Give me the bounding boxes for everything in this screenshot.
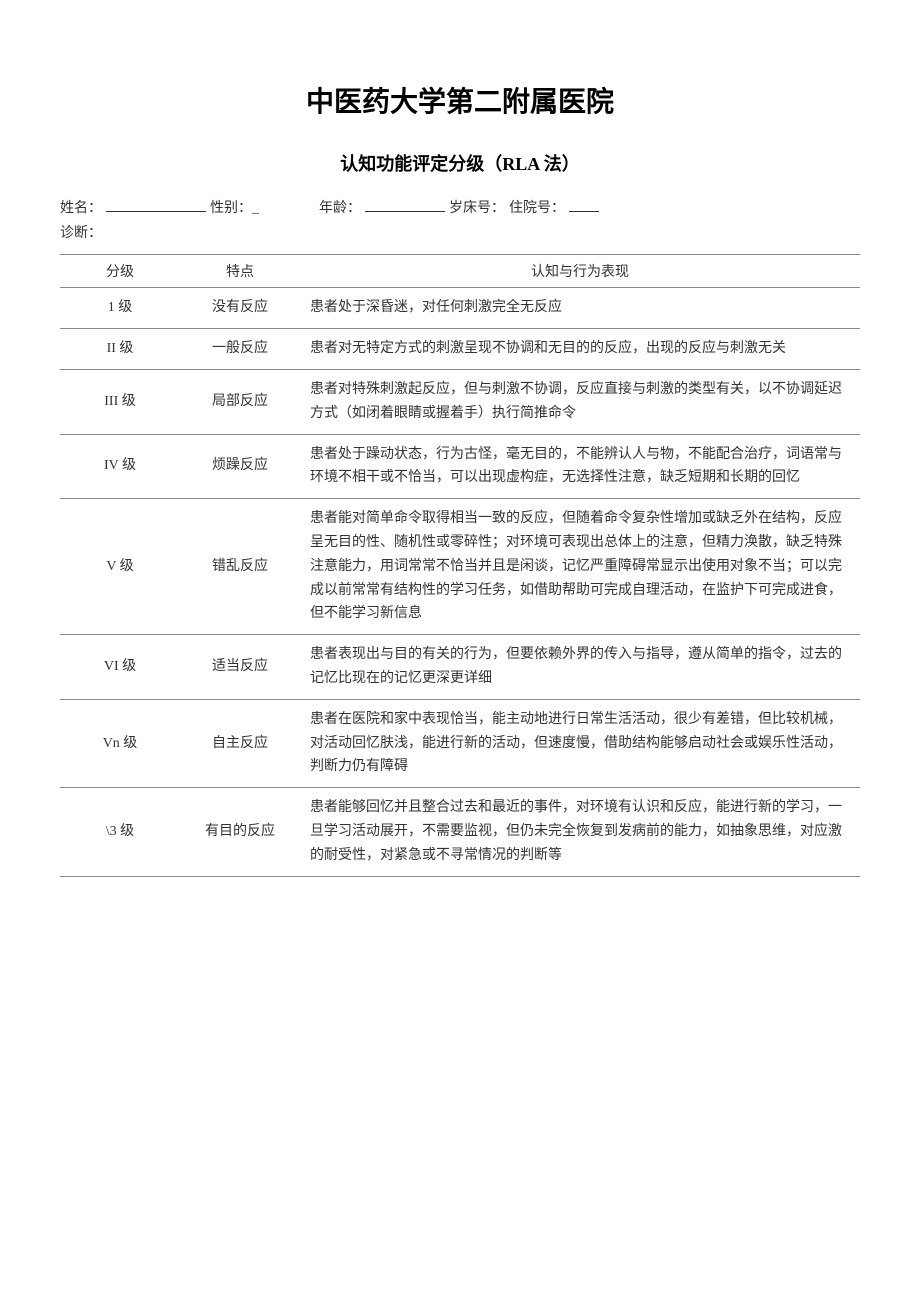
cell-level: Vn 级 [60, 699, 180, 787]
patient-info-row2: 诊断： [60, 221, 860, 246]
header-level: 分级 [60, 255, 180, 288]
cell-feature: 烦躁反应 [180, 434, 300, 499]
table-row: III 级局部反应患者对特殊刺激起反应，但与刺激不协调，反应直接与刺激的类型有关… [60, 369, 860, 434]
cell-level: IV 级 [60, 434, 180, 499]
cell-level: V 级 [60, 499, 180, 635]
name-label: 姓名： [60, 196, 102, 221]
admission-label: 住院号： [509, 196, 565, 221]
cell-description: 患者在医院和家中表现恰当，能主动地进行日常生活活动，很少有差错，但比较机械，对活… [300, 699, 860, 787]
cell-description: 患者能够回忆并且整合过去和最近的事件，对环境有认识和反应，能进行新的学习，一旦学… [300, 788, 860, 876]
cell-level: II 级 [60, 329, 180, 370]
cell-description: 患者对无特定方式的刺激呈现不协调和无目的的反应，出现的反应与刺激无关 [300, 329, 860, 370]
table-row: IV 级烦躁反应患者处于躁动状态，行为古怪，毫无目的，不能辨认人与物，不能配合治… [60, 434, 860, 499]
bed-label: 床号： [463, 196, 505, 221]
name-blank [106, 198, 206, 212]
cell-feature: 局部反应 [180, 369, 300, 434]
table-row: VI 级适当反应患者表现出与目的有关的行为，但要依赖外界的传入与指导，遵从简单的… [60, 635, 860, 700]
rla-table: 分级 特点 认知与行为表现 1 级没有反应患者处于深昏迷，对任何刺激完全无反应I… [60, 254, 860, 876]
form-subtitle: 认知功能评定分级（RLA 法） [60, 150, 860, 176]
gender-label: 性别：_ [210, 196, 259, 221]
patient-info-row1: 姓名： 性别：_ 年龄： 岁 床号： 住院号： [60, 196, 860, 221]
cell-description: 患者表现出与目的有关的行为，但要依赖外界的传入与指导，遵从简单的指令，过去的记忆… [300, 635, 860, 700]
cell-level: 1 级 [60, 288, 180, 329]
admission-blank [569, 198, 599, 212]
cell-level: \3 级 [60, 788, 180, 876]
header-feature: 特点 [180, 255, 300, 288]
table-header-row: 分级 特点 认知与行为表现 [60, 255, 860, 288]
table-row: V 级错乱反应患者能对简单命令取得相当一致的反应，但随着命令复杂性增加或缺乏外在… [60, 499, 860, 635]
cell-level: III 级 [60, 369, 180, 434]
cell-level: VI 级 [60, 635, 180, 700]
age-label: 年龄： [319, 196, 361, 221]
patient-info-block: 姓名： 性别：_ 年龄： 岁 床号： 住院号： 诊断： [60, 196, 860, 246]
cell-description: 患者处于躁动状态，行为古怪，毫无目的，不能辨认人与物，不能配合治疗，词语常与环境… [300, 434, 860, 499]
age-unit: 岁 [449, 196, 463, 221]
cell-feature: 有目的反应 [180, 788, 300, 876]
hospital-title: 中医药大学第二附属医院 [60, 80, 860, 120]
table-row: II 级一般反应患者对无特定方式的刺激呈现不协调和无目的的反应，出现的反应与刺激… [60, 329, 860, 370]
cell-feature: 自主反应 [180, 699, 300, 787]
cell-description: 患者处于深昏迷，对任何刺激完全无反应 [300, 288, 860, 329]
table-row: 1 级没有反应患者处于深昏迷，对任何刺激完全无反应 [60, 288, 860, 329]
table-body: 1 级没有反应患者处于深昏迷，对任何刺激完全无反应II 级一般反应患者对无特定方… [60, 288, 860, 876]
cell-feature: 适当反应 [180, 635, 300, 700]
cell-description: 患者对特殊刺激起反应，但与刺激不协调，反应直接与刺激的类型有关，以不协调延迟方式… [300, 369, 860, 434]
cell-feature: 一般反应 [180, 329, 300, 370]
cell-feature: 没有反应 [180, 288, 300, 329]
table-row: \3 级有目的反应患者能够回忆并且整合过去和最近的事件，对环境有认识和反应，能进… [60, 788, 860, 876]
cell-feature: 错乱反应 [180, 499, 300, 635]
header-description: 认知与行为表现 [300, 255, 860, 288]
diagnosis-label: 诊断： [60, 226, 102, 241]
cell-description: 患者能对简单命令取得相当一致的反应，但随着命令复杂性增加或缺乏外在结构，反应呈无… [300, 499, 860, 635]
age-blank [365, 198, 445, 212]
table-row: Vn 级自主反应患者在医院和家中表现恰当，能主动地进行日常生活活动，很少有差错，… [60, 699, 860, 787]
